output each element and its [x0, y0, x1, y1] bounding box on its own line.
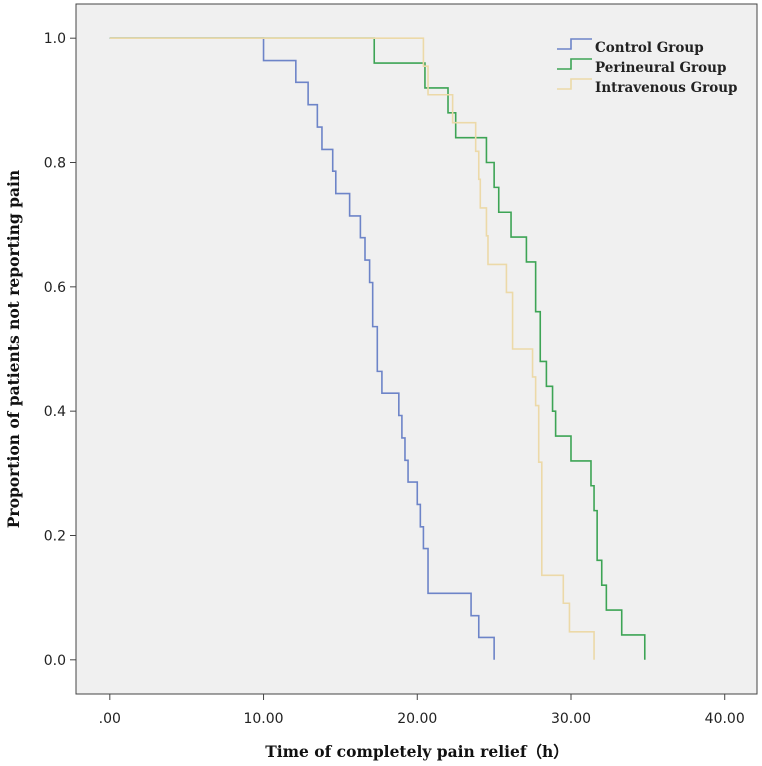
- y-tick-label: 1.0: [44, 31, 66, 47]
- legend-label-intravenous-group: Intravenous Group: [595, 80, 738, 96]
- legend-swatch-intravenous-group: [557, 78, 592, 90]
- series-layer: [109, 37, 646, 660]
- legend-swatch-control-group: [557, 38, 592, 50]
- y-tick-label: 0.2: [44, 528, 66, 544]
- y-tick-label: 0.8: [44, 156, 66, 172]
- legend: Control Group Perineural Group Intravenous…: [557, 38, 738, 96]
- x-axis-title: Time of completely pain relief（h）: [265, 742, 569, 761]
- x-tick-label: 10.00: [243, 711, 283, 727]
- x-axis-ticks: .00 10.00 20.00 30.00 40.00: [99, 694, 745, 727]
- x-tick-label: .00: [99, 711, 121, 727]
- legend-label-control-group: Control Group: [595, 40, 704, 56]
- y-tick-label: 0.0: [44, 653, 66, 669]
- series-line-intravenous-group: [109, 37, 595, 660]
- x-tick-label: 30.00: [551, 711, 591, 727]
- legend-swatch-perineural-group: [557, 58, 592, 70]
- series-line-perineural-group: [109, 37, 646, 660]
- plot-area: [75, 3, 758, 695]
- y-axis-title: Proportion of patients not reporting pai…: [4, 170, 23, 528]
- x-tick-label: 20.00: [397, 711, 437, 727]
- series-line-control-group: [109, 37, 495, 660]
- y-tick-label: 0.6: [44, 280, 66, 296]
- y-tick-label: 0.4: [44, 404, 66, 420]
- legend-label-perineural-group: Perineural Group: [595, 60, 726, 76]
- y-axis-ticks: 0.0 0.2 0.4 0.6 0.8 1.0: [44, 31, 76, 669]
- x-tick-label: 40.00: [705, 711, 745, 727]
